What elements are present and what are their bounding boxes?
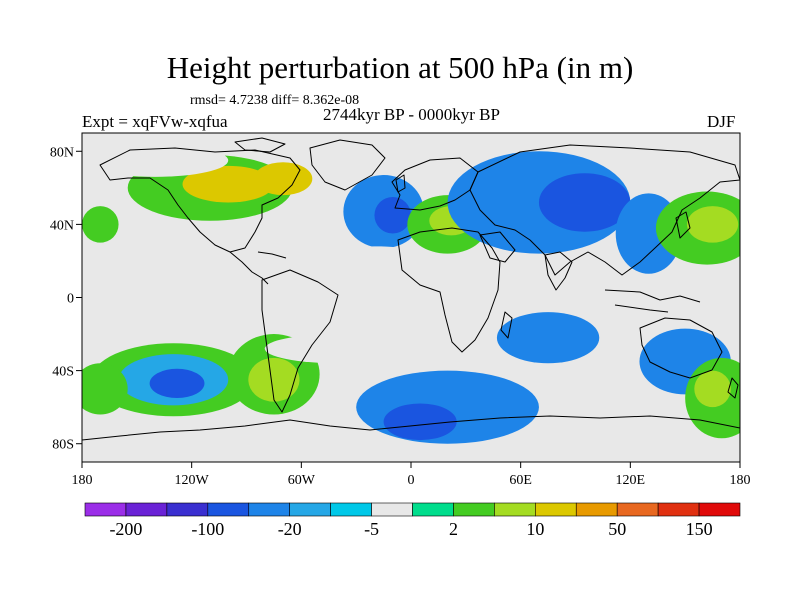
colorbar-box-15 (698, 502, 741, 517)
colorbar-box-8 (412, 502, 454, 517)
colorbar-label-2: -20 (278, 519, 302, 539)
anomaly-region-14 (82, 206, 119, 243)
anomaly-region-10 (538, 173, 631, 232)
colorbar-label-5: 10 (526, 519, 544, 539)
period-label: 2744kyr BP - 0000kyr BP (323, 105, 500, 124)
anomaly-region-26 (248, 357, 300, 402)
anomaly-region-16 (248, 224, 300, 269)
colorbar-box-11 (535, 502, 577, 517)
anomaly-region-1 (182, 165, 274, 203)
lat-tick-label-2: 0 (67, 292, 74, 307)
colorbar-box-9 (453, 502, 495, 517)
anomaly-region-3 (82, 143, 229, 177)
anomaly-region-6 (374, 196, 411, 234)
anomaly-region-18 (502, 262, 649, 314)
anomaly-region-15 (142, 218, 187, 249)
anomaly-region-2 (253, 162, 313, 196)
lat-tick-label-3: 40S (52, 365, 74, 380)
anomaly-region-29 (383, 403, 457, 441)
colorbar-box-13 (616, 502, 659, 517)
colorbar-label-7: 150 (686, 519, 713, 539)
colorbar-box-12 (575, 502, 618, 517)
longitude-axis: 180 120W 60W 0 60E 120E 180 (72, 462, 751, 488)
anomaly-region-27 (264, 334, 411, 364)
rmsd-diff-stats: rmsd= 4.7238 diff= 8.362e-08 (190, 93, 360, 108)
colorbar-label-0: -200 (109, 519, 142, 539)
lon-tick-label-3: 0 (408, 473, 415, 488)
colorbar-box-5 (289, 502, 331, 517)
lon-tick-label-5: 120E (616, 473, 646, 488)
lon-tick-label-2: 60W (288, 473, 316, 488)
colorbar-label-6: 50 (608, 519, 626, 539)
lat-tick-label-0: 80N (50, 145, 74, 160)
experiment-label: Expt = xqFVw-xqfua (82, 112, 228, 131)
colorbar-box-14 (657, 502, 700, 517)
plot-title: Height perturbation at 500 hPa (in m) (166, 50, 634, 85)
anomaly-region-23 (149, 368, 205, 399)
colorbar-box-10 (494, 502, 536, 517)
anomaly-region-13 (686, 206, 739, 243)
lat-tick-label-4: 80S (52, 438, 74, 453)
latitude-axis: 80N 40N 0 40S 80S (50, 145, 82, 453)
lon-tick-label-0: 180 (72, 473, 93, 488)
colorbar-label-4: 2 (449, 519, 458, 539)
colorbar-label-3: -5 (364, 519, 379, 539)
colorbar-box-7 (371, 502, 413, 517)
colorbar-label-1: -100 (191, 519, 224, 539)
anomaly-region-24 (82, 363, 128, 415)
anomaly-region-17 (310, 246, 439, 276)
lon-tick-label-6: 180 (730, 473, 751, 488)
colorbar-box-6 (330, 502, 372, 517)
colorbar-box-3 (207, 502, 250, 517)
lat-tick-label-1: 40N (50, 218, 74, 233)
anomaly-contours (82, 134, 740, 444)
colorbar-box-2 (166, 502, 209, 517)
colorbar-box-4 (248, 502, 290, 517)
coastlines (82, 137, 740, 441)
colorbar-box-0 (84, 502, 127, 517)
season-label: DJF (707, 112, 736, 131)
anomaly-region-19 (496, 312, 600, 364)
lon-tick-label-4: 60E (509, 473, 532, 488)
colorbar-box-1 (125, 502, 168, 517)
anomaly-region-4 (283, 134, 448, 161)
anomaly-region-31 (694, 370, 731, 408)
lon-tick-label-1: 120W (175, 473, 210, 488)
